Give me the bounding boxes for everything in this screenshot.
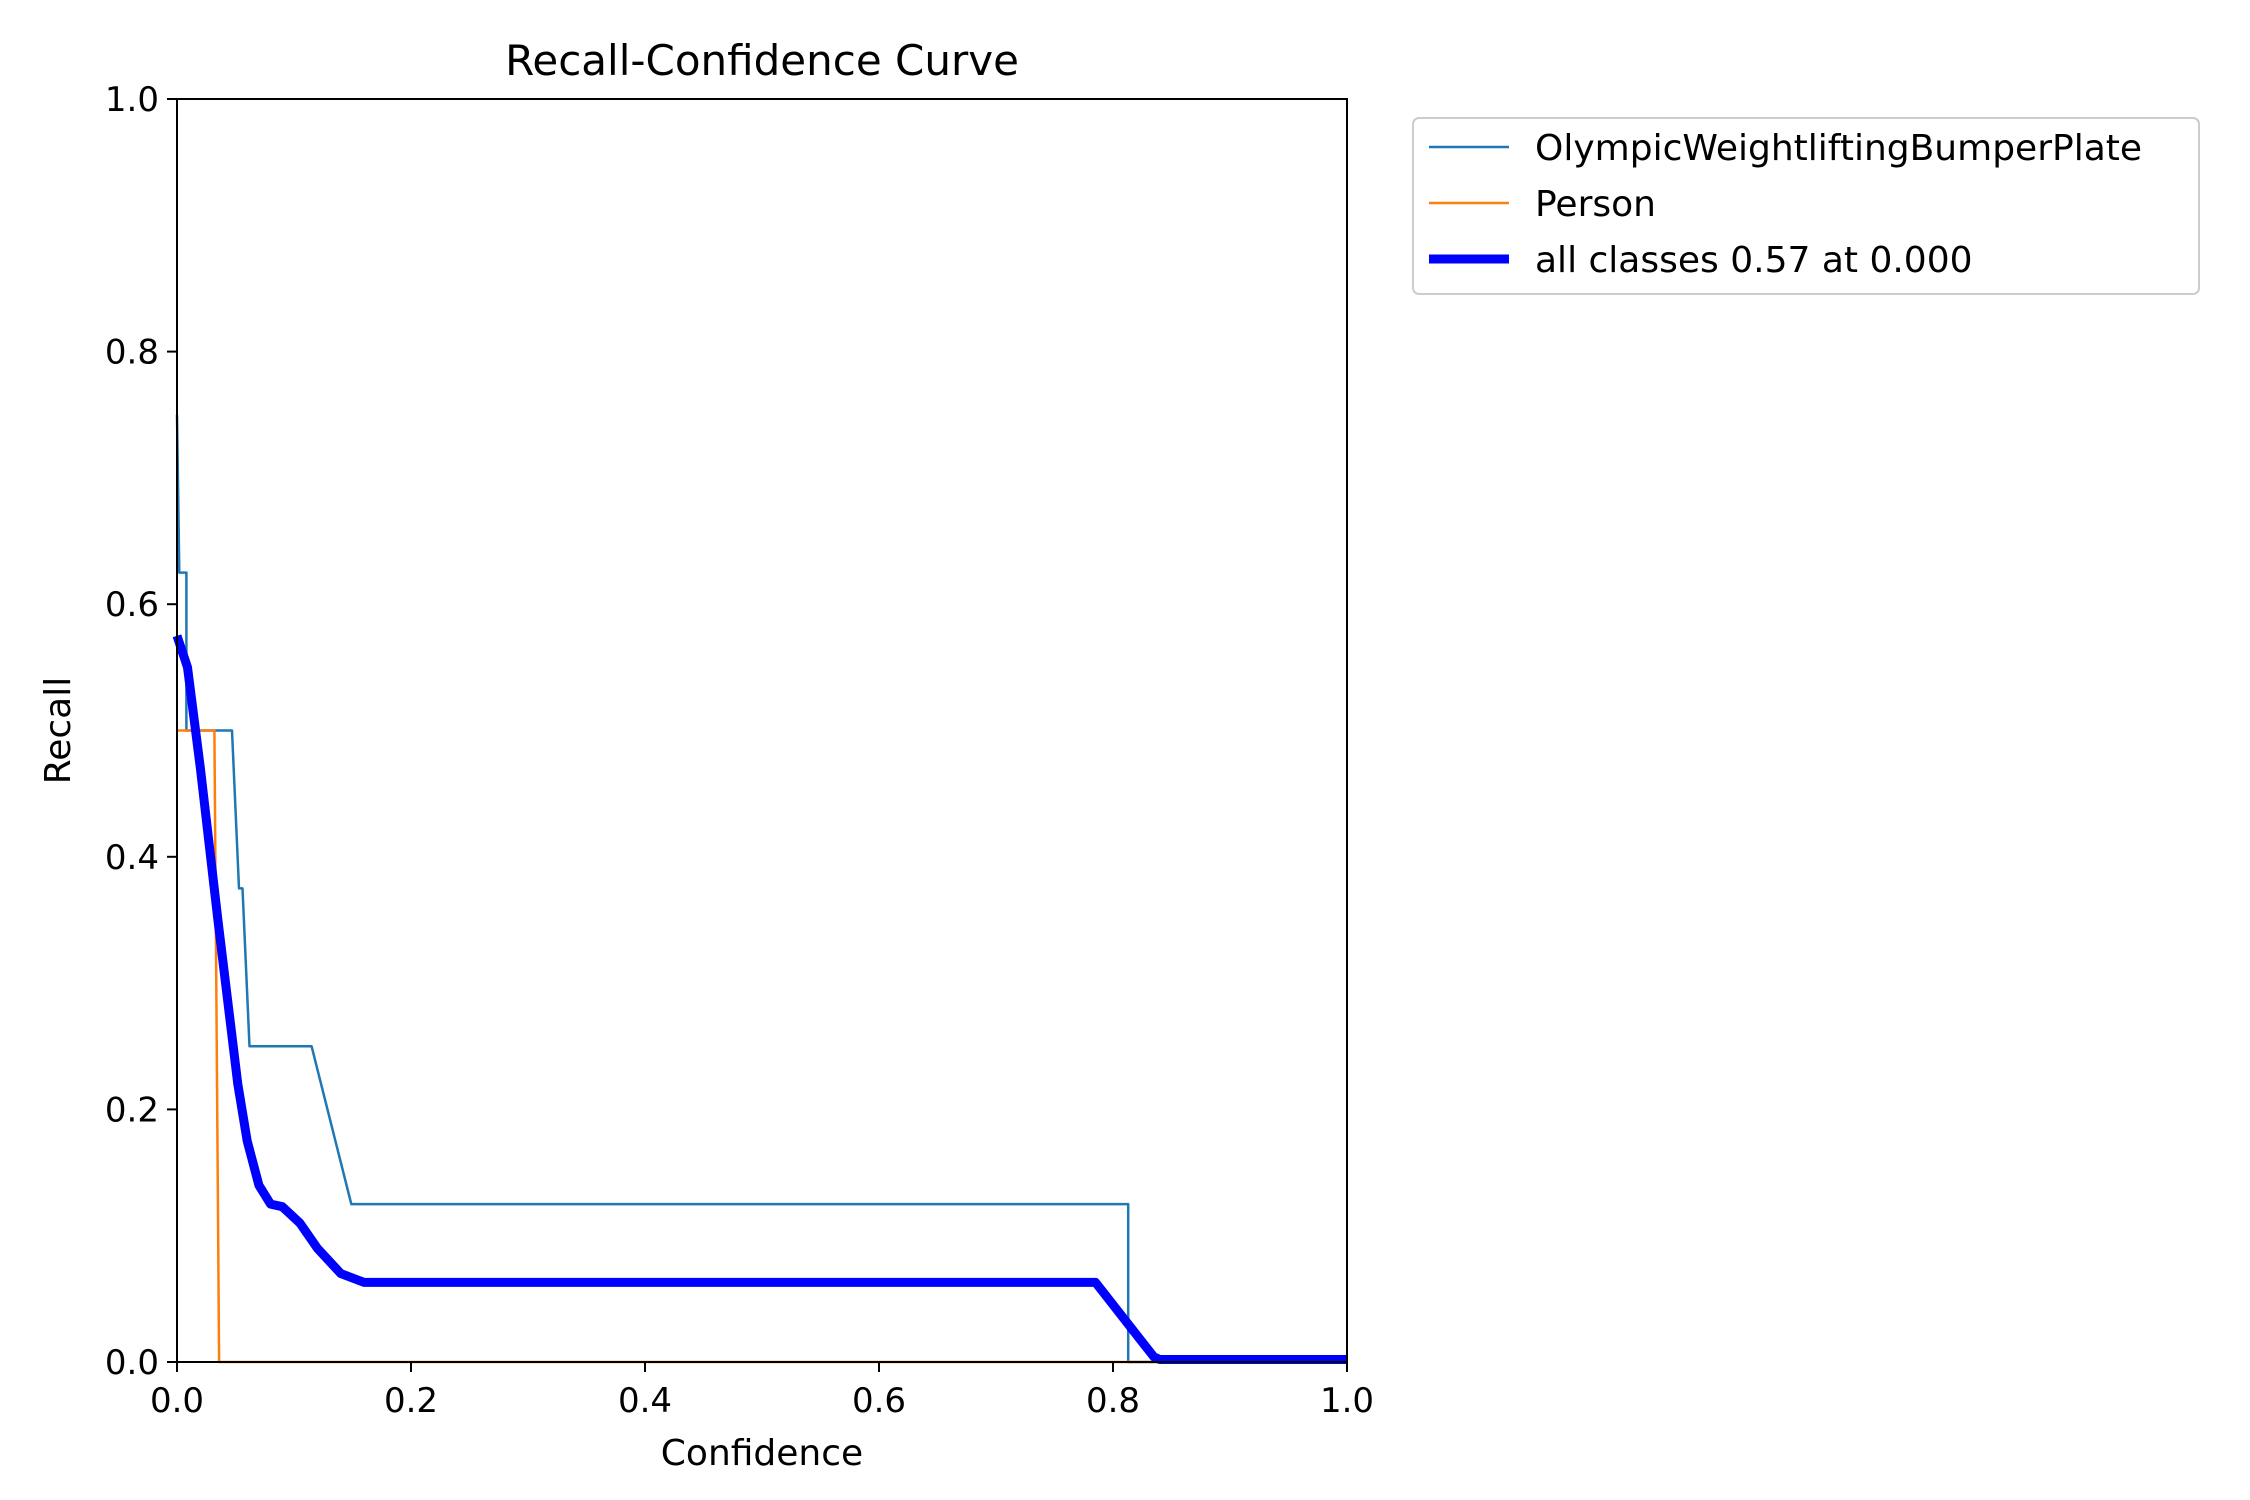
y-tick-label: 0.2	[105, 1090, 159, 1130]
y-tick-label: 0.6	[105, 585, 159, 625]
plot-area	[172, 414, 1347, 1364]
chart-title: Recall-Confidence Curve	[505, 36, 1019, 85]
y-tick-label: 0.8	[105, 333, 159, 373]
y-axis-label: Recall	[38, 677, 79, 784]
y-tick-label: 0.4	[105, 838, 159, 878]
y-tick-label: 1.0	[105, 80, 159, 120]
series-line-2	[172, 634, 1347, 1364]
axis-ticks: 0.0 0.2 0.4 0.6 0.8 1.0 0.0 0.2 0.4 0.6 0.8 1.0	[105, 80, 1374, 1421]
legend-label-2: all classes 0.57 at 0.000	[1535, 240, 1973, 281]
x-tick-label: 0.2	[384, 1381, 438, 1421]
x-tick-label: 0.4	[618, 1381, 672, 1421]
series-line-0	[175, 414, 1347, 1364]
legend-box	[1412, 117, 2200, 295]
axes-frame	[176, 98, 1348, 1363]
x-tick-label: 0.8	[1086, 1381, 1140, 1421]
y-tick-label: 0.0	[105, 1343, 159, 1383]
legend-label-1: Person	[1535, 184, 1656, 225]
x-tick-label: 0.0	[150, 1381, 204, 1421]
legend: OlympicWeightliftingBumperPlate Person all…	[1412, 117, 2200, 295]
x-tick-label: 0.6	[852, 1381, 906, 1421]
series-line-1	[177, 729, 1347, 1364]
x-axis-label: Confidence	[661, 1433, 863, 1474]
x-tick-label: 1.0	[1320, 1381, 1374, 1421]
legend-label-0: OlympicWeightliftingBumperPlate	[1535, 128, 2142, 169]
